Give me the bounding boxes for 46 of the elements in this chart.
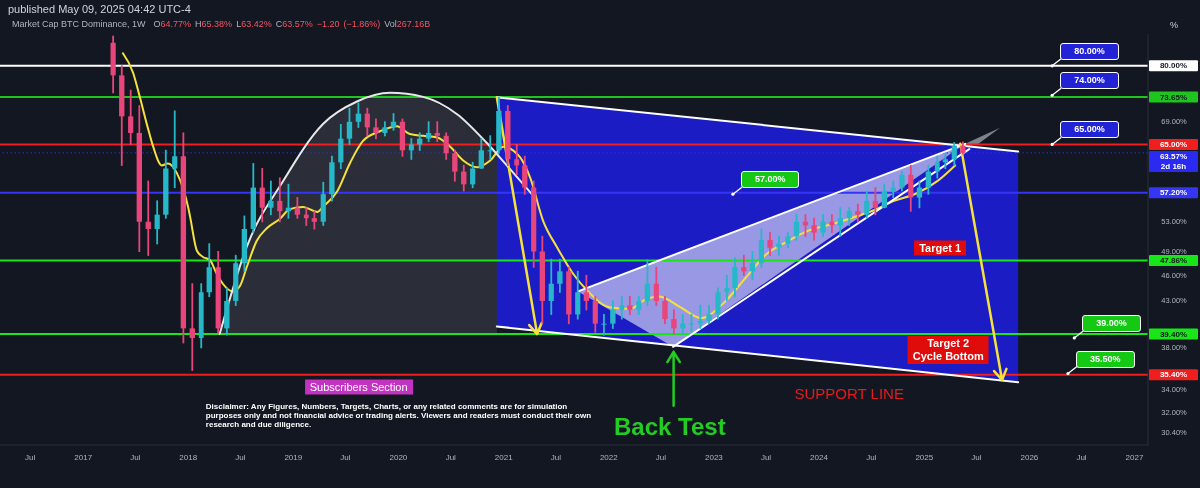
x-tick-label: 2027 xyxy=(1125,452,1144,462)
annotation: Subscribers Section xyxy=(304,379,413,395)
x-tick-label: 2022 xyxy=(599,452,619,462)
ref-line-label: 73.65% xyxy=(1159,92,1188,102)
text: published May 09, 2025 04:42 UTC-4 xyxy=(8,3,191,15)
annotation: 80.00% xyxy=(1060,42,1119,60)
x-tick-label: 2021 xyxy=(494,452,514,462)
ref-line-label: 63.57% 2d 16h xyxy=(1159,151,1188,171)
annotation: Back Test xyxy=(614,413,726,442)
x-tick-label: Jul xyxy=(971,452,982,462)
annotation: Disclaimer: Any Figures, Numbers, Targets, Charts, or any related comments are for simulation purposes only and not financial advice or trading alerts. Viewers and readers must conduct their own research and due diligence. xyxy=(205,402,593,430)
x-tick-label: 2025 xyxy=(915,452,934,462)
ref-line-label: 35.40% xyxy=(1159,370,1188,380)
x-tick-label: Jul xyxy=(866,452,877,462)
ref-line-label: 65.00% xyxy=(1159,139,1188,149)
annotation: 39.00% xyxy=(1082,314,1141,332)
x-tick-label: Jul xyxy=(130,452,141,462)
x-tick-label: Jul xyxy=(340,452,351,462)
x-tick-label: 2026 xyxy=(1020,452,1039,462)
x-tick-label: 2019 xyxy=(284,452,303,462)
ref-line-label: 39.40% xyxy=(1159,329,1188,339)
x-tick-label: 2018 xyxy=(179,452,198,462)
x-tick-label: 2023 xyxy=(705,452,724,462)
x-tick-label: Jul xyxy=(760,452,772,462)
annotation: Target 2 Cycle Bottom xyxy=(907,335,989,364)
ref-line-label: 80.00% xyxy=(1159,61,1188,71)
annotation: SUPPORT LINE xyxy=(794,384,904,402)
text: O64.77% H65.38% L63.42% C63.57% −1.20 (−1.86%) Vol267.16B xyxy=(153,19,431,29)
ref-line-label: 47.86% xyxy=(1159,255,1188,265)
x-tick-label: Jul xyxy=(550,452,562,462)
annotation: 35.50% xyxy=(1075,350,1135,368)
ref-line-label: 57.20% xyxy=(1159,188,1188,198)
x-tick-label: Jul xyxy=(1076,452,1087,462)
x-tick-label: 2024 xyxy=(810,452,829,462)
x-tick-label: Jul xyxy=(25,452,36,462)
x-tick-label: Jul xyxy=(445,452,457,462)
chart-title: Market Cap BTC Dominance, 1W xyxy=(12,19,146,29)
annotation: 74.00% xyxy=(1060,72,1119,90)
x-tick-label: 2020 xyxy=(389,452,408,462)
annotation: Target 1 xyxy=(914,240,967,256)
x-tick-label: 2017 xyxy=(74,452,93,462)
x-tick-label: Jul xyxy=(655,452,667,462)
y-axis-title: % xyxy=(1169,20,1179,30)
annotation: 65.00% xyxy=(1060,121,1119,139)
annotation: 57.00% xyxy=(740,171,800,189)
x-tick-label: Jul xyxy=(235,452,246,462)
